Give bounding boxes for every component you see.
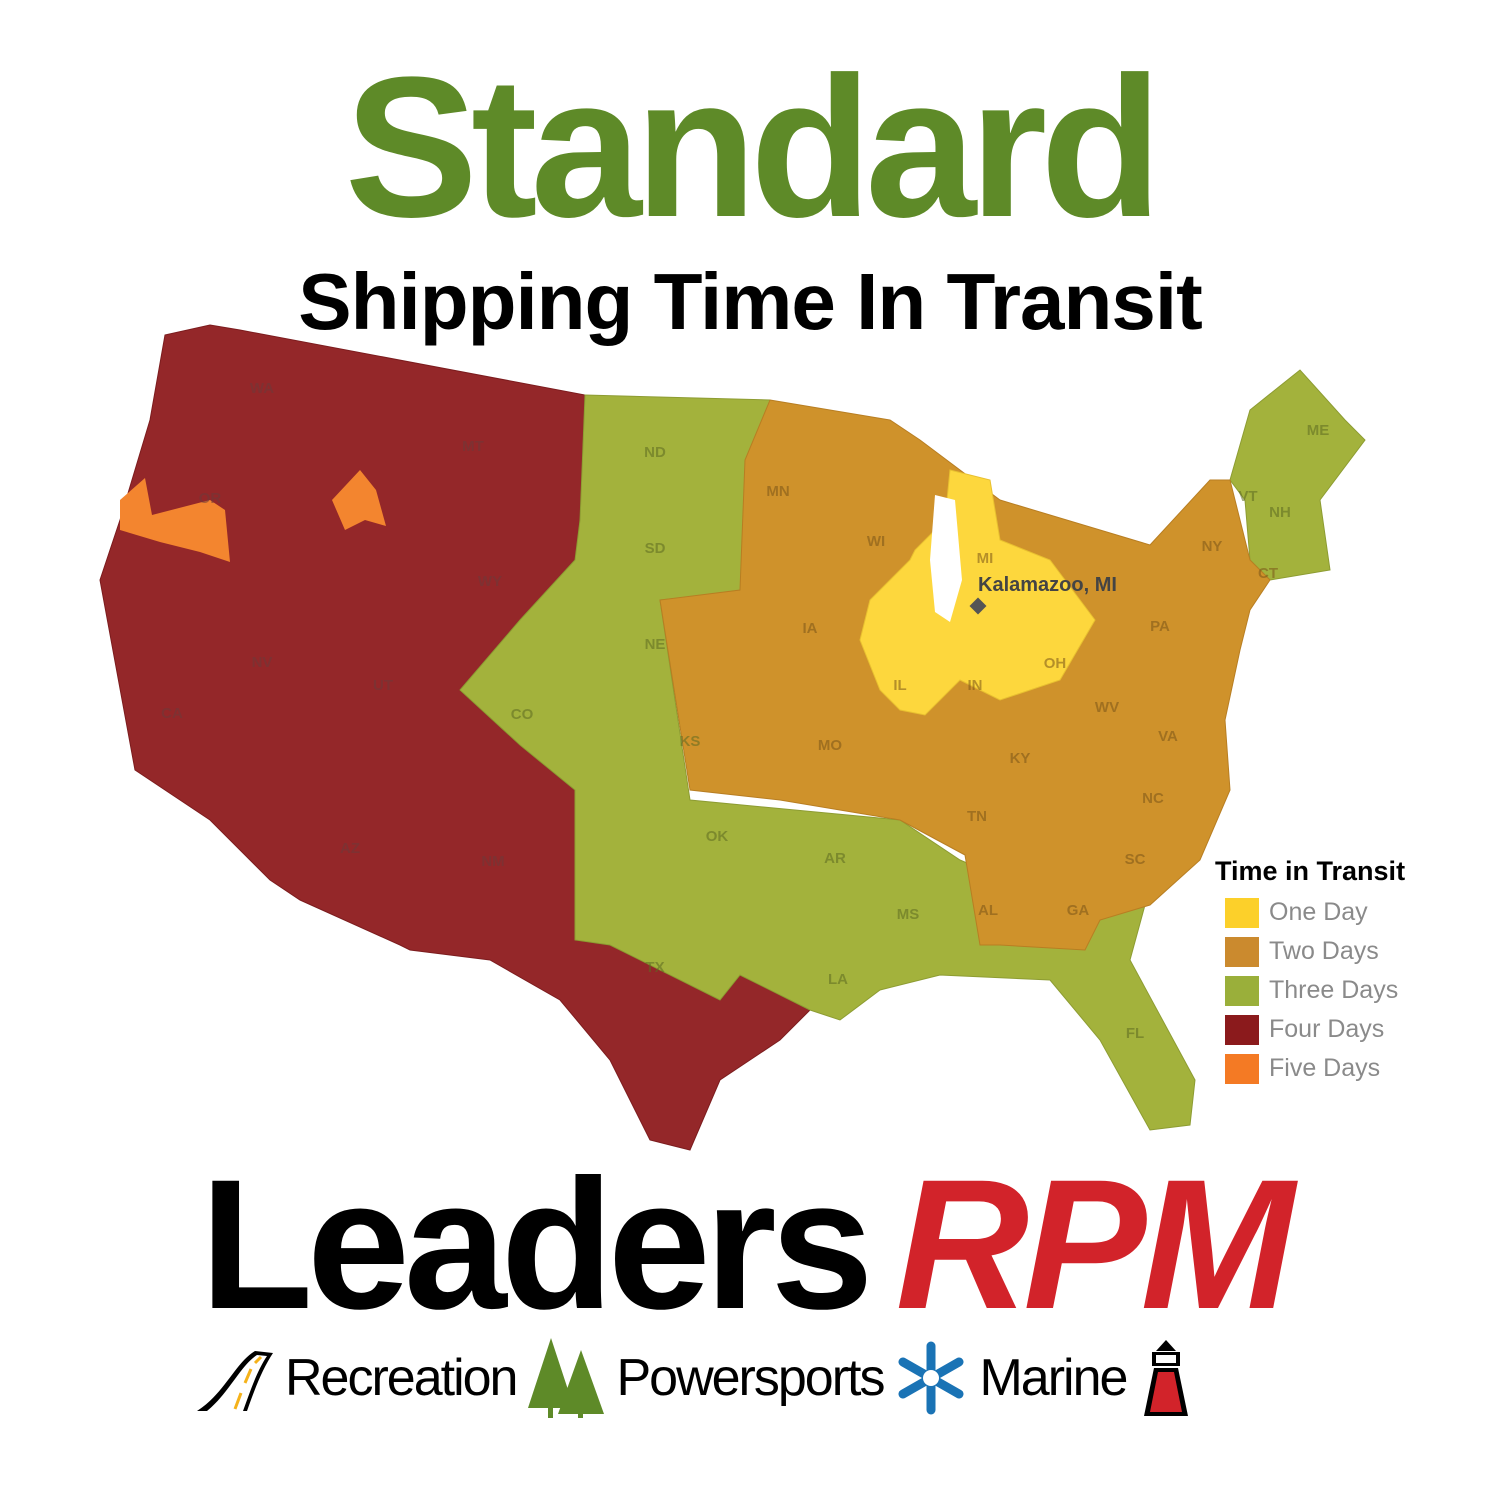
- state-label: OR: [199, 490, 222, 507]
- brand-tagline: Recreation Powersports Marine: [195, 1338, 1196, 1418]
- legend-swatch: [1225, 975, 1259, 1006]
- state-label: IL: [893, 677, 906, 694]
- road-icon: [197, 1351, 273, 1411]
- brand-name-leaders: Leaders: [200, 1142, 874, 1348]
- brand-logo: Leaders RPM: [200, 1153, 1295, 1338]
- state-label: AL: [978, 902, 998, 919]
- state-label: GA: [1067, 902, 1090, 919]
- legend-swatch: [1225, 936, 1259, 967]
- state-label: TN: [967, 808, 987, 825]
- lighthouse-icon: [1144, 1340, 1189, 1416]
- state-label: FL: [1126, 1025, 1144, 1042]
- tagline-marine: Marine: [979, 1349, 1128, 1407]
- state-label: NM: [481, 853, 504, 870]
- state-label: ND: [644, 444, 666, 461]
- state-label: MT: [462, 438, 484, 455]
- state-label: IA: [803, 620, 818, 637]
- region-five-days-oregon: [120, 478, 230, 562]
- state-label: PA: [1150, 618, 1170, 635]
- legend-swatch: [1225, 1053, 1259, 1084]
- tagline-powersports: Powersports: [616, 1349, 885, 1407]
- legend-label: Three Days: [1269, 976, 1399, 1004]
- legend-title: Time in Transit: [1215, 856, 1406, 886]
- state-label: MO: [818, 737, 842, 754]
- state-label: OK: [706, 828, 729, 845]
- region-five-days-idaho: [332, 470, 386, 530]
- legend-label: Two Days: [1269, 937, 1379, 965]
- state-label: VT: [1238, 488, 1257, 505]
- state-label: NH: [1269, 504, 1291, 521]
- origin-marker-icon: [969, 597, 987, 615]
- region-three-days: [459, 394, 1196, 1131]
- state-label: NE: [645, 636, 666, 653]
- state-labels: WA OR MT WY NV UT CA AZ NM ND SD NE CO K…: [161, 380, 1329, 1042]
- pine-trees-icon: [528, 1338, 605, 1418]
- legend-label: One Day: [1269, 898, 1368, 926]
- region-three-days-new-england: [1229, 369, 1366, 581]
- state-label: IN: [968, 677, 983, 694]
- snowflake-icon: [898, 1341, 964, 1415]
- state-label: CA: [161, 705, 183, 722]
- state-label: NY: [1202, 538, 1223, 555]
- region-one-day: [859, 469, 1096, 716]
- state-label: WI: [867, 533, 885, 550]
- legend-item-three-days: Three Days: [1225, 971, 1405, 1010]
- state-label: AZ: [340, 840, 360, 857]
- origin-label: Kalamazoo, MI: [978, 574, 1117, 596]
- legend: Time in Transit One Day Two Days Three D…: [1215, 856, 1405, 1088]
- legend-item-four-days: Four Days: [1225, 1010, 1405, 1049]
- tagline-recreation: Recreation: [285, 1349, 518, 1407]
- legend-swatch: [1225, 1014, 1259, 1045]
- state-label: SD: [645, 540, 666, 557]
- state-label: WY: [478, 573, 502, 590]
- legend-swatch: [1225, 897, 1259, 928]
- state-label: WV: [1095, 699, 1119, 716]
- legend-label: Five Days: [1269, 1054, 1381, 1082]
- state-label: ME: [1307, 422, 1330, 439]
- state-label: KY: [1010, 750, 1031, 767]
- state-label: UT: [373, 677, 393, 694]
- legend-item-five-days: Five Days: [1225, 1049, 1405, 1088]
- state-label: MS: [897, 906, 920, 923]
- lake-michigan: [930, 495, 962, 622]
- state-label: NV: [252, 654, 273, 671]
- state-label: VA: [1158, 728, 1178, 745]
- state-label: KS: [680, 733, 701, 750]
- state-label: OH: [1044, 655, 1067, 672]
- state-label: CO: [511, 706, 534, 723]
- legend-item-two-days: Two Days: [1225, 932, 1405, 971]
- state-label: WA: [250, 380, 274, 397]
- state-label: MN: [766, 483, 789, 500]
- state-label: SC: [1125, 851, 1146, 868]
- legend-label: Four Days: [1269, 1015, 1385, 1043]
- state-label: MI: [977, 550, 994, 567]
- page-subtitle: Shipping Time In Transit: [298, 257, 1203, 346]
- page-title: Standard: [344, 36, 1163, 259]
- state-label: LA: [828, 971, 848, 988]
- legend-item-one-day: One Day: [1225, 893, 1405, 932]
- brand-name-rpm: RPM: [895, 1142, 1295, 1348]
- state-label: TX: [645, 959, 664, 976]
- state-label: CT: [1258, 565, 1278, 582]
- state-label: NC: [1142, 790, 1164, 807]
- state-label: AR: [824, 850, 846, 867]
